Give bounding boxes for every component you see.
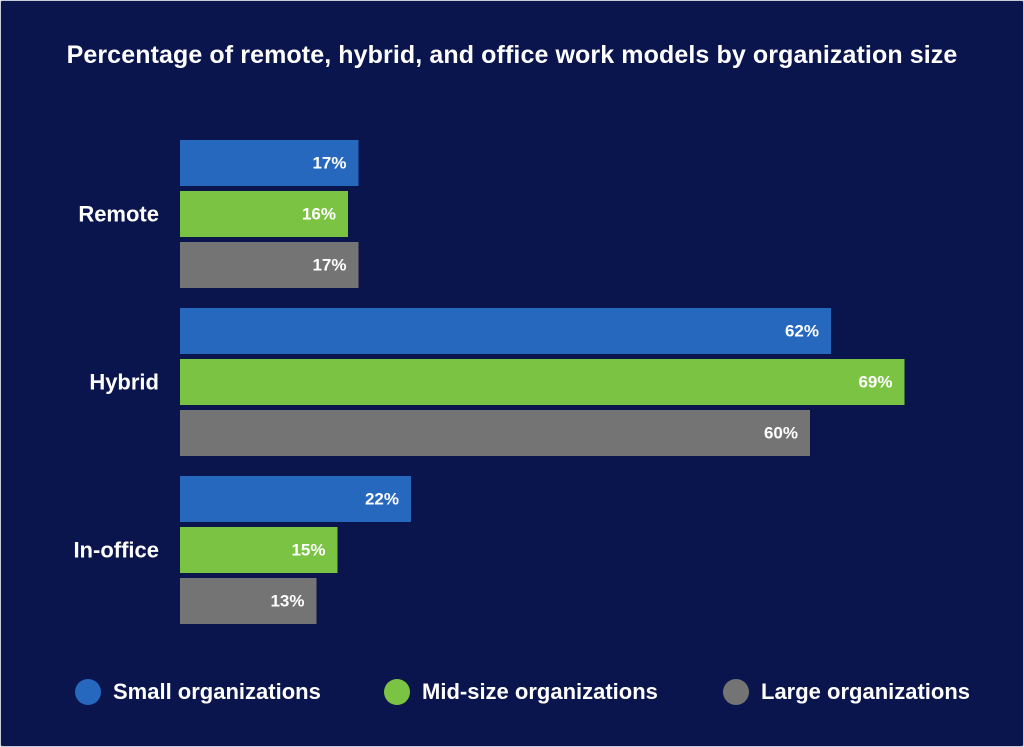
legend-label-mid-size: Mid-size organizations	[422, 679, 658, 704]
bar-hybrid-small	[180, 308, 831, 354]
category-label-in-office: In-office	[73, 538, 159, 563]
legend-label-small: Small organizations	[113, 679, 321, 704]
legend: Small organizations Mid-size organizatio…	[1, 675, 1023, 709]
bar-remote-large	[180, 242, 359, 288]
bar-in-office-mid-size	[180, 527, 338, 573]
bar-hybrid-large	[180, 410, 810, 456]
bar-in-office-large	[180, 578, 317, 624]
legend-swatch-small	[75, 679, 101, 705]
data-label-in-office-mid-size: 15%	[291, 541, 325, 560]
legend-item-large: Large organizations	[723, 675, 970, 709]
bar-remote-mid-size	[180, 191, 348, 237]
bar-remote-small	[180, 140, 359, 186]
data-label-remote-large: 17%	[312, 256, 346, 275]
bar-in-office-small	[180, 476, 411, 522]
data-label-hybrid-mid-size: 69%	[858, 373, 892, 392]
legend-swatch-mid-size	[384, 679, 410, 705]
category-label-hybrid: Hybrid	[89, 370, 159, 395]
data-label-remote-mid-size: 16%	[302, 205, 336, 224]
data-label-hybrid-large: 60%	[764, 424, 798, 443]
data-label-remote-small: 17%	[312, 154, 346, 173]
chart-title: Percentage of remote, hybrid, and office…	[66, 41, 958, 69]
data-label-in-office-small: 22%	[365, 490, 399, 509]
legend-item-mid-size: Mid-size organizations	[384, 675, 658, 709]
data-label-in-office-large: 13%	[270, 592, 304, 611]
legend-swatch-large	[723, 679, 749, 705]
legend-item-small: Small organizations	[75, 675, 321, 709]
legend-label-large: Large organizations	[761, 679, 971, 704]
category-label-remote: Remote	[78, 202, 159, 227]
data-label-hybrid-small: 62%	[785, 322, 819, 341]
bar-hybrid-mid-size	[180, 359, 905, 405]
